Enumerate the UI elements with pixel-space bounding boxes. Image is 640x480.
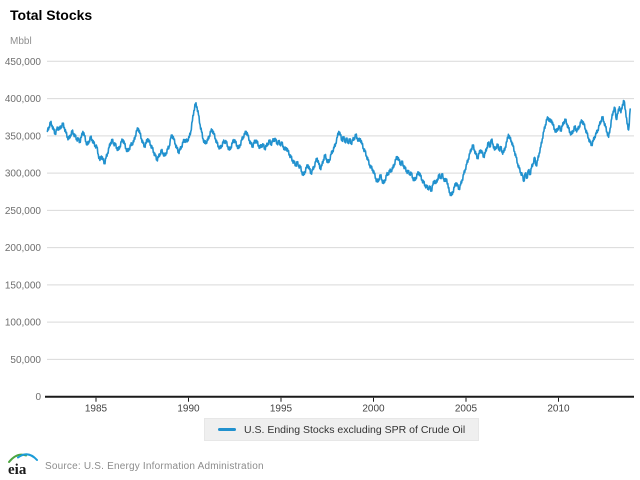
- y-axis-tick-label: 250,000: [5, 206, 42, 217]
- y-axis-tick-label: 0: [35, 392, 41, 403]
- y-axis-tick-label: 300,000: [5, 169, 42, 180]
- y-axis-tick-label: 150,000: [5, 280, 42, 291]
- logo-blue-arc: [17, 453, 38, 461]
- legend-label: U.S. Ending Stocks excluding SPR of Crud…: [244, 423, 466, 436]
- y-axis-tick-label: 450,000: [5, 57, 42, 68]
- page-title: Total Stocks: [10, 7, 93, 23]
- y-gridlines: [47, 60, 634, 360]
- x-axis-ticks: [95, 397, 559, 402]
- source-text: Source: U.S. Energy Information Administ…: [45, 461, 264, 472]
- y-axis-tick-label: 50,000: [10, 355, 41, 366]
- x-axis-tick-label: 1995: [270, 404, 293, 415]
- eia-logo: eia: [8, 453, 38, 477]
- y-axis-tick-label: 200,000: [5, 243, 42, 254]
- x-axis-tick-label: 2005: [455, 404, 478, 415]
- y-axis-tick-label: 100,000: [5, 318, 42, 329]
- x-axis-labels: 1985 1990 1995 2000 2005 2010: [85, 404, 570, 415]
- y-axis-tick-label: 350,000: [5, 131, 42, 142]
- y-axis-tick-label: 400,000: [5, 94, 42, 105]
- logo-text: eia: [8, 462, 27, 477]
- data-series-line: [46, 99, 631, 197]
- x-axis-tick-label: 1985: [85, 404, 108, 415]
- legend-line-swatch: [218, 428, 236, 431]
- x-axis-tick-label: 1990: [177, 404, 200, 415]
- legend-item[interactable]: U.S. Ending Stocks excluding SPR of Crud…: [204, 418, 480, 441]
- y-axis-labels: 450,000 400,000 350,000 300,000 250,000 200,0…: [5, 57, 42, 403]
- x-axis-tick-label: 2010: [547, 404, 570, 415]
- x-axis-tick-label: 2000: [362, 404, 385, 415]
- y-axis-unit-label: Mbbl: [10, 36, 32, 47]
